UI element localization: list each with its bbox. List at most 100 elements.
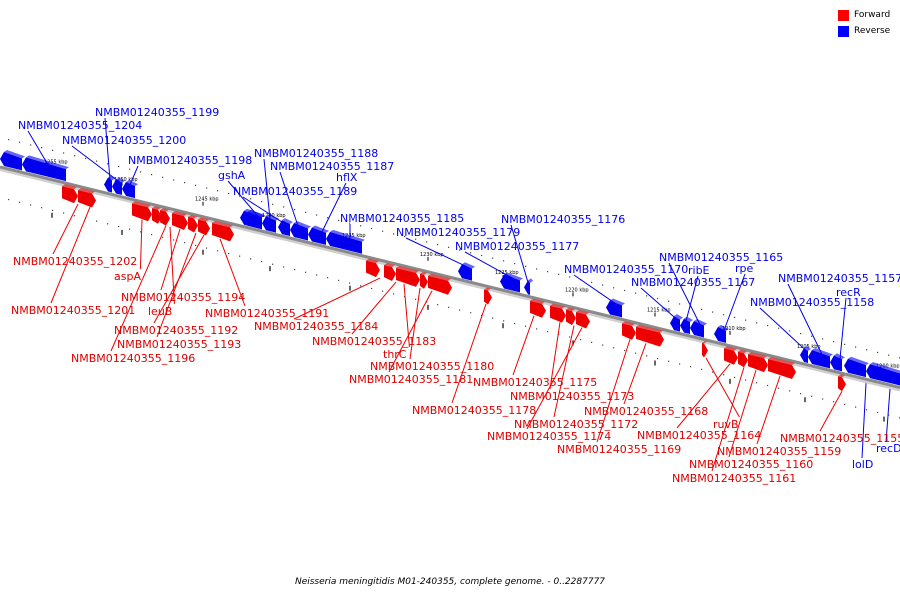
gene-label-aspA[interactable]: aspA	[114, 270, 141, 283]
gene-label-NMBM01240355_1178[interactable]: NMBM01240355_1178	[412, 404, 536, 417]
reverse-gene-NMBM01240355_1185[interactable]	[326, 229, 365, 254]
reverse-gene-NMBM01240355_1170[interactable]	[606, 298, 625, 318]
gene-label-gshA[interactable]: gshA	[218, 169, 246, 182]
forward-gene-NMBM01240355_1201[interactable]	[78, 188, 96, 208]
reverse-gene-NMBM01240355_1200[interactable]	[112, 177, 125, 195]
reverse-gene-hflX[interactable]	[308, 225, 329, 245]
forward-gene-NMBM01240355_1194[interactable]	[172, 211, 188, 231]
forward-gene-NMBM01240355_1160[interactable]	[748, 352, 768, 373]
reverse-gene-NMBM01240355_1167[interactable]	[670, 314, 683, 332]
gene-label-NMBM01240355_1165[interactable]: NMBM01240355_1165	[659, 251, 783, 264]
gene-label-NMBM01240355_1172[interactable]: NMBM01240355_1172	[514, 418, 638, 431]
forward-gene-thrC[interactable]	[396, 266, 420, 287]
gene-label-ribE[interactable]: ribE	[688, 264, 710, 277]
forward-gene-NMBM01240355_1202[interactable]	[62, 184, 78, 204]
reverse-gene-NMBM01240355_1187[interactable]	[290, 221, 311, 241]
gene-label-NMBM01240355_1183[interactable]: NMBM01240355_1183	[312, 335, 436, 348]
gene-label-NMBM01240355_1199[interactable]: NMBM01240355_1199	[95, 106, 219, 119]
reverse-gene-NMBM01240355_1177[interactable]	[500, 272, 523, 293]
gene-label-NMBM01240355_1179[interactable]: NMBM01240355_1179	[396, 226, 520, 239]
forward-gene-NMBM01240355_1175[interactable]	[530, 298, 546, 318]
reverse-gene-NMBM01240355_1189[interactable]	[278, 218, 293, 237]
guide-dot-lower	[41, 207, 43, 209]
gene-label-NMBM01240355_1157[interactable]: NMBM01240355_1157	[778, 272, 900, 285]
forward-gene-NMBM01240355_1173[interactable]	[550, 303, 566, 323]
gene-label-thrC[interactable]: thrC	[383, 348, 407, 361]
gene-label-NMBM01240355_1196[interactable]: NMBM01240355_1196	[71, 352, 195, 365]
reverse-gene-rpe[interactable]	[714, 324, 729, 343]
forward-gene-NMBM01240355_1173-edge	[550, 303, 565, 309]
forward-gene-NMBM01240355_1184[interactable]	[366, 258, 380, 278]
gene-label-NMBM01240355_1181[interactable]: NMBM01240355_1181	[349, 373, 473, 386]
reverse-gene-NMBM01240355_1176[interactable]	[524, 278, 533, 295]
gene-label-NMBM01240355_1201[interactable]: NMBM01240355_1201	[11, 304, 135, 317]
gene-label-hflX[interactable]: hflX	[336, 171, 358, 184]
gene-label-NMBM01240355_1158[interactable]: NMBM01240355_1158	[750, 296, 874, 309]
gene-label-NMBM01240355_1191[interactable]: NMBM01240355_1191	[205, 307, 329, 320]
gene-label-NMBM01240355_1167[interactable]: NMBM01240355_1167	[631, 276, 755, 289]
reverse-gene-NMBM01240355_1165[interactable]	[690, 319, 707, 338]
gene-label-NMBM01240355_1170[interactable]: NMBM01240355_1170	[564, 263, 688, 276]
reverse-gene-lolD[interactable]	[844, 356, 869, 378]
forward-gene-NMBM01240355_1181[interactable]	[428, 273, 452, 295]
gene-label-rpe[interactable]: rpe	[735, 262, 754, 275]
reverse-gene-block-a[interactable]	[22, 155, 69, 182]
reverse-gene-NMBM01240355_1204[interactable]	[0, 150, 25, 171]
reverse-gene-ribE[interactable]	[680, 316, 693, 335]
forward-gene-NMBM01240355_1193[interactable]	[188, 215, 198, 233]
gene-label-NMBM01240355_1173[interactable]: NMBM01240355_1173	[510, 390, 634, 403]
gene-label-lolD[interactable]: lolD	[852, 458, 873, 471]
gene-label-NMBM01240355_1155[interactable]: NMBM01240355_1155	[780, 432, 900, 445]
gene-label-NMBM01240355_1193[interactable]: NMBM01240355_1193	[117, 338, 241, 351]
gene-label-NMBM01240355_1160[interactable]: NMBM01240355_1160	[689, 458, 813, 471]
reverse-gene-NMBM01240355_1179[interactable]	[458, 262, 475, 281]
gene-label-ruvB[interactable]: ruvB	[713, 418, 739, 431]
gene-label-NMBM01240355_1198[interactable]: NMBM01240355_1198	[128, 154, 252, 167]
gene-label-NMBM01240355_1185[interactable]: NMBM01240355_1185	[340, 212, 464, 225]
gene-label-NMBM01240355_1169[interactable]: NMBM01240355_1169	[557, 443, 681, 456]
reverse-gene-NMBM01240355_1157[interactable]	[808, 347, 833, 369]
forward-gene-NMBM01240355_1164[interactable]	[724, 346, 738, 365]
gene-label-NMBM01240355_1189[interactable]: NMBM01240355_1189	[233, 185, 357, 198]
reverse-gene-recD[interactable]	[866, 362, 900, 386]
forward-gene-NMBM01240355_1180[interactable]	[420, 271, 428, 289]
forward-gene-NMBM01240355_1174[interactable]	[576, 310, 590, 329]
gene-label-NMBM01240355_1184[interactable]: NMBM01240355_1184	[254, 320, 378, 333]
reverse-gene-NMBM01240355_1198[interactable]	[122, 179, 138, 199]
gene-label-NMBM01240355_1175[interactable]: NMBM01240355_1175	[473, 376, 597, 389]
gene-label-recD[interactable]: recD	[876, 442, 900, 455]
forward-gene-NMBM01240355_1159[interactable]	[768, 357, 796, 380]
gene-label-NMBM01240355_1194[interactable]: NMBM01240355_1194	[121, 291, 245, 304]
gene-label-NMBM01240355_1180[interactable]: NMBM01240355_1180	[370, 360, 494, 373]
forward-gene-NMBM01240355_1172[interactable]	[566, 307, 576, 326]
forward-gene-NMBM01240355_1155[interactable]	[838, 374, 846, 392]
gene-label-NMBM01240355_1174[interactable]: NMBM01240355_1174	[487, 430, 611, 443]
forward-gene-NMBM01240355_1161[interactable]	[738, 349, 748, 368]
gene-label-NMBM01240355_1188[interactable]: NMBM01240355_1188	[254, 147, 378, 160]
gene-label-recR[interactable]: recR	[836, 286, 861, 299]
gene-label-NMBM01240355_1164[interactable]: NMBM01240355_1164	[637, 429, 761, 442]
gene-label-NMBM01240355_1192[interactable]: NMBM01240355_1192	[114, 324, 238, 337]
reverse-gene-recR[interactable]	[830, 353, 845, 372]
gene-label-NMBM01240355_1168[interactable]: NMBM01240355_1168	[584, 405, 708, 418]
forward-gene-NMBM01240355_1168[interactable]	[636, 324, 664, 347]
gene-label-NMBM01240355_1176[interactable]: NMBM01240355_1176	[501, 213, 625, 226]
forward-gene-leuB[interactable]	[160, 208, 170, 226]
reverse-gene-NMBM01240355_1158[interactable]	[800, 346, 811, 363]
gene-label-NMBM01240355_1200[interactable]: NMBM01240355_1200	[62, 134, 186, 147]
gene-label-NMBM01240355_1202[interactable]: NMBM01240355_1202	[13, 255, 137, 268]
forward-gene-NMBM01240355_1202-body	[62, 186, 78, 204]
gene-label-NMBM01240355_1159[interactable]: NMBM01240355_1159	[717, 445, 841, 458]
forward-gene-NMBM01240355_1169[interactable]	[622, 321, 636, 340]
gene-label-NMBM01240355_1161[interactable]: NMBM01240355_1161	[672, 472, 796, 485]
guide-dot-upper	[756, 322, 758, 324]
forward-gene-aspA[interactable]	[132, 201, 152, 222]
forward-gene-NMBM01240355_1191[interactable]	[212, 220, 234, 242]
forward-gene-NMBM01240355_1196[interactable]	[152, 206, 162, 224]
forward-gene-NMBM01240355_1183[interactable]	[384, 263, 396, 282]
forward-gene-NMBM01240355_1178[interactable]	[484, 287, 492, 305]
gene-label-NMBM01240355_1187[interactable]: NMBM01240355_1187	[270, 160, 394, 173]
forward-gene-NMBM01240355_1192[interactable]	[198, 217, 210, 236]
forward-gene-ruvB[interactable]	[702, 340, 708, 358]
gene-label-NMBM01240355_1204[interactable]: NMBM01240355_1204	[18, 119, 142, 132]
